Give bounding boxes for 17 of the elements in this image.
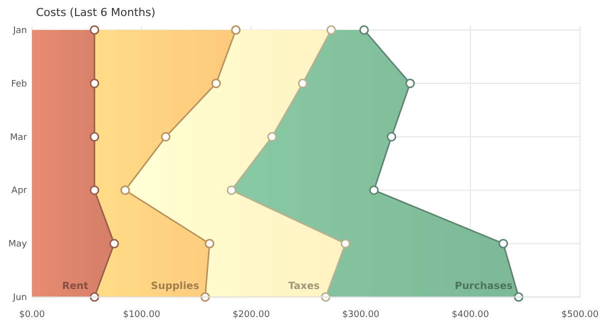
x-tick-label: $100.00 [122, 310, 160, 320]
x-tick-label: $500.00 [561, 310, 599, 320]
x-tick-label: $200.00 [232, 310, 270, 320]
y-tick-label: Apr [11, 186, 28, 196]
y-tick-label: May [8, 240, 28, 250]
series-label: Taxes [288, 281, 320, 292]
y-tick-label: Jun [12, 293, 27, 303]
x-tick-label: $400.00 [452, 310, 490, 320]
series-label: Purchases [454, 281, 513, 292]
x-tick-label: $300.00 [342, 310, 380, 320]
x-tick-label: $0.00 [19, 310, 46, 320]
y-tick-label: Jan [12, 26, 27, 36]
y-tick-label: Mar [10, 132, 28, 143]
series-label: Supplies [150, 281, 200, 292]
series-label: Rent [62, 281, 89, 292]
chart-title: Costs (Last 6 Months) [36, 6, 156, 19]
y-tick-label: Feb [11, 79, 28, 90]
